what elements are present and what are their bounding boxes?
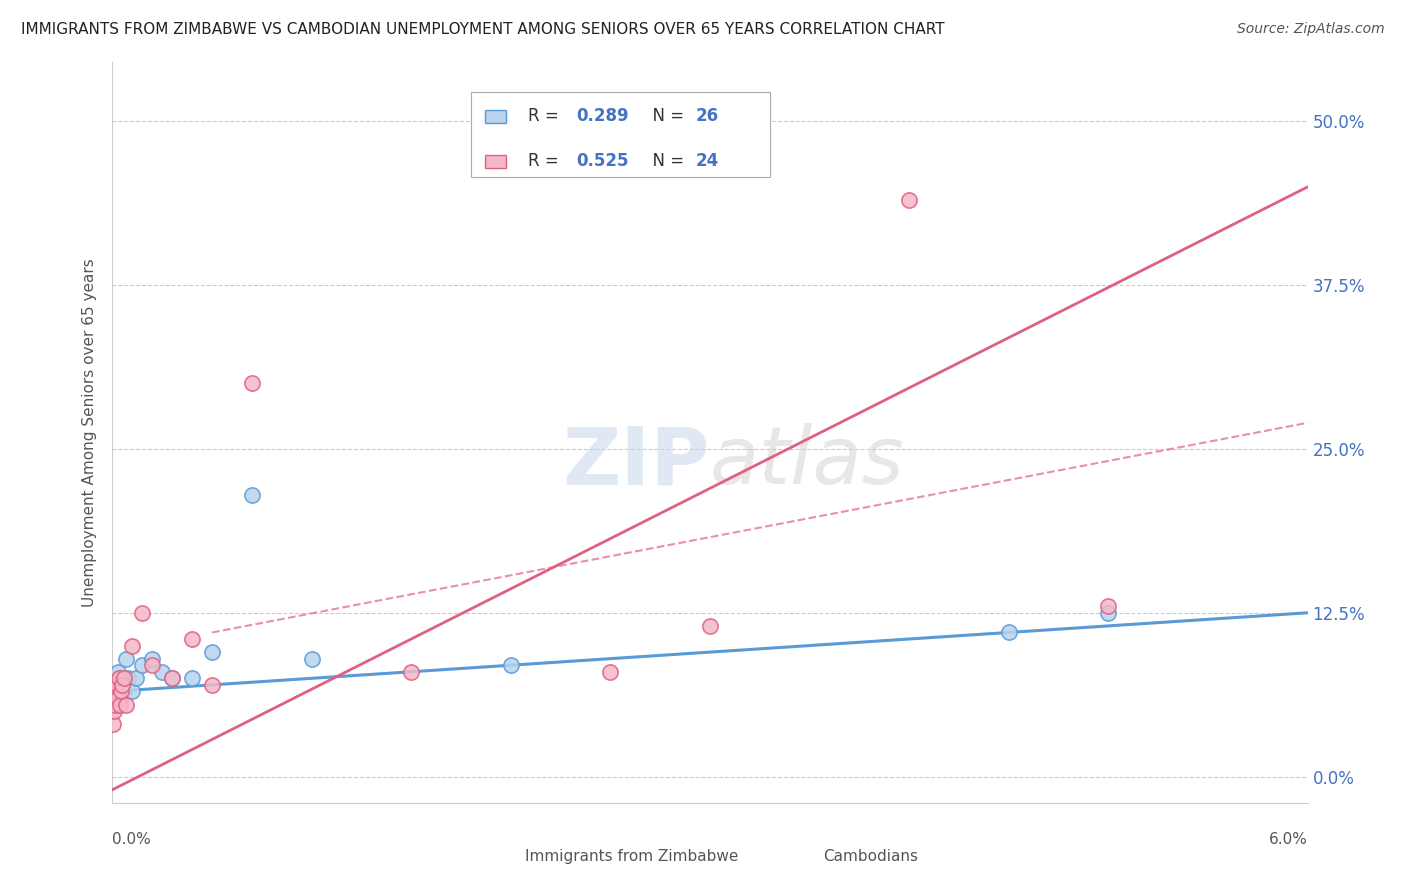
Point [111, 678, 134, 692]
Point [499, 658, 522, 673]
Point [181, 671, 204, 685]
Text: 26: 26 [696, 107, 718, 125]
Point [114, 684, 135, 698]
Y-axis label: Unemployment Among Seniors over 65 years: Unemployment Among Seniors over 65 years [82, 259, 97, 607]
Point [103, 698, 125, 712]
Text: N =: N = [643, 152, 689, 169]
Point [125, 671, 148, 685]
Point [1097, 599, 1119, 614]
Text: ZIP: ZIP [562, 423, 710, 501]
Point [103, 684, 125, 698]
Point [114, 671, 135, 685]
Text: 0.525: 0.525 [576, 152, 628, 169]
Point [103, 704, 125, 718]
Text: Source: ZipAtlas.com: Source: ZipAtlas.com [1237, 22, 1385, 37]
Point [141, 651, 163, 665]
FancyBboxPatch shape [471, 92, 770, 178]
Point [117, 671, 139, 685]
FancyBboxPatch shape [485, 111, 506, 123]
FancyBboxPatch shape [782, 855, 811, 873]
FancyBboxPatch shape [484, 855, 513, 873]
Text: 0.289: 0.289 [576, 107, 628, 125]
Text: R =: R = [529, 107, 564, 125]
Point [162, 671, 183, 685]
Text: N =: N = [643, 107, 689, 125]
Text: 0.0%: 0.0% [112, 832, 152, 847]
Point [107, 684, 129, 698]
Point [105, 684, 128, 698]
Point [599, 665, 621, 679]
Point [115, 698, 138, 712]
Point [104, 698, 127, 712]
Point [240, 488, 263, 502]
Point [115, 651, 138, 665]
Point [108, 671, 131, 685]
Point [107, 678, 129, 692]
Point [105, 678, 128, 692]
Point [131, 658, 153, 673]
Point [181, 632, 204, 646]
Point [201, 678, 224, 692]
Point [401, 665, 423, 679]
Text: 24: 24 [696, 152, 718, 169]
Text: atlas: atlas [710, 423, 905, 501]
Text: Cambodians: Cambodians [824, 849, 918, 864]
Point [103, 717, 125, 731]
Text: Immigrants from Zimbabwe: Immigrants from Zimbabwe [524, 849, 738, 864]
Point [107, 665, 129, 679]
Point [110, 690, 132, 705]
Point [998, 625, 1021, 640]
Point [141, 658, 163, 673]
Point [699, 619, 721, 633]
Point [201, 645, 224, 659]
Point [131, 606, 153, 620]
Point [162, 671, 183, 685]
Point [121, 639, 143, 653]
Point [898, 193, 921, 207]
Point [150, 665, 173, 679]
Point [104, 690, 127, 705]
Text: R =: R = [529, 152, 564, 169]
Point [108, 698, 131, 712]
Point [110, 698, 132, 712]
Point [301, 651, 323, 665]
Point [121, 684, 143, 698]
Text: IMMIGRANTS FROM ZIMBABWE VS CAMBODIAN UNEMPLOYMENT AMONG SENIORS OVER 65 YEARS C: IMMIGRANTS FROM ZIMBABWE VS CAMBODIAN UN… [21, 22, 945, 37]
Text: 6.0%: 6.0% [1268, 832, 1308, 847]
Point [110, 671, 132, 685]
Point [240, 376, 263, 391]
FancyBboxPatch shape [485, 155, 506, 169]
Point [110, 684, 132, 698]
Point [111, 678, 134, 692]
Point [1097, 606, 1119, 620]
Point [107, 690, 129, 705]
